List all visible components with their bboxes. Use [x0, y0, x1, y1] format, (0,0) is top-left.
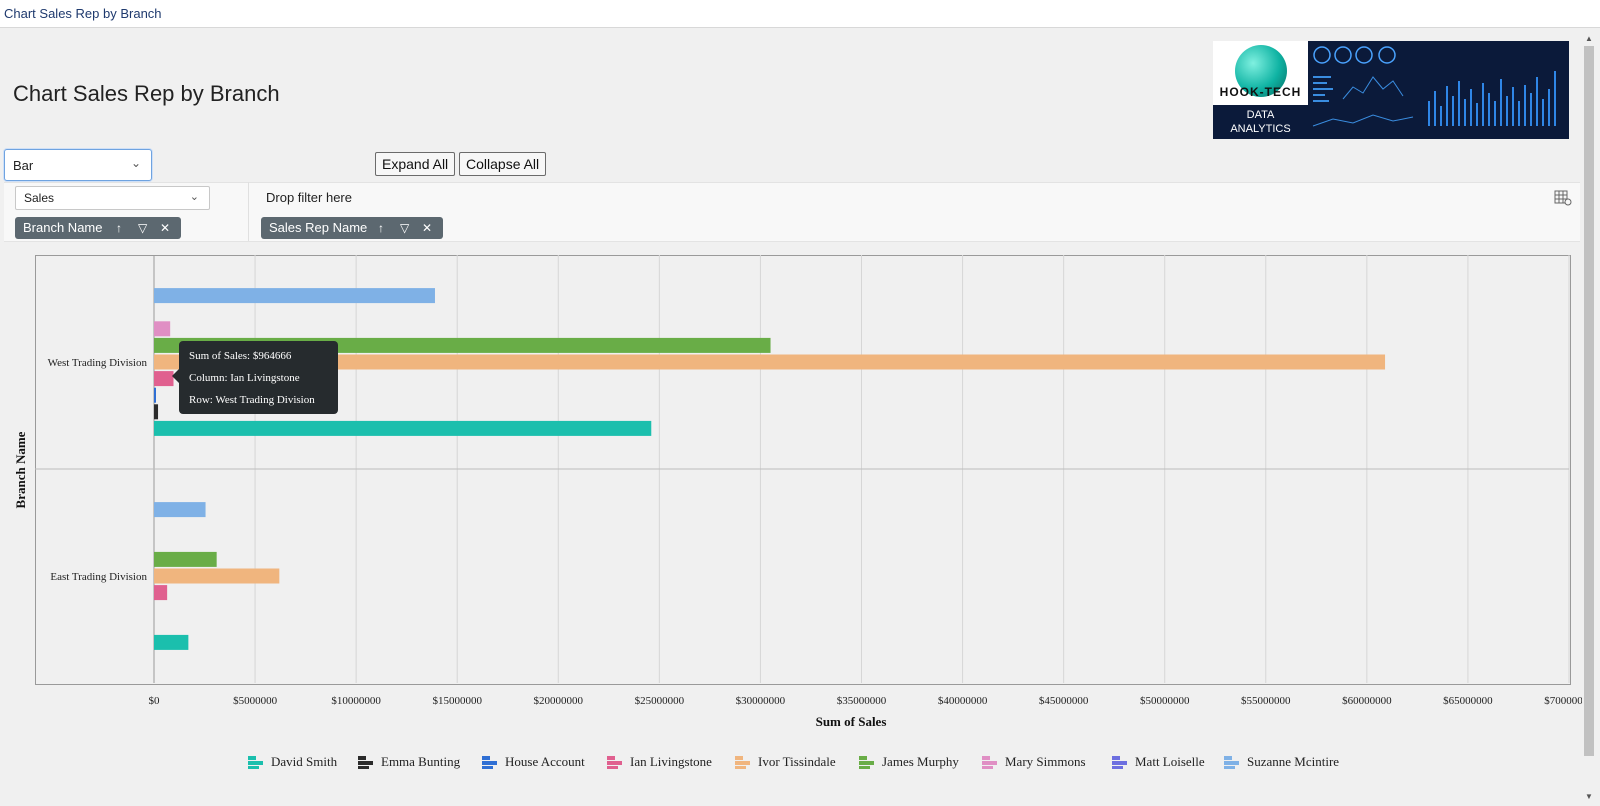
- logo-brand-text: HOOK-TECH: [1219, 85, 1302, 99]
- scrollbar-thumb[interactable]: [1584, 46, 1594, 756]
- window-titlebar: Chart Sales Rep by Branch: [0, 0, 1600, 28]
- row-field-pill[interactable]: Branch Name ↑ ▽ ✕: [15, 217, 181, 239]
- logo-tagline: DATA ANALYTICS: [1213, 105, 1308, 139]
- close-icon[interactable]: ✕: [160, 221, 171, 235]
- legend-label: David Smith: [271, 754, 338, 769]
- legend-swatch-icon: [607, 756, 622, 769]
- scroll-down-icon[interactable]: ▼: [1585, 792, 1593, 801]
- globe-icon: [1235, 45, 1287, 97]
- filter-icon[interactable]: ▽: [400, 221, 410, 235]
- pivot-axis-row: [4, 211, 1580, 242]
- column-field-pill[interactable]: Sales Rep Name ↑ ▽ ✕: [261, 217, 443, 239]
- filter-icon[interactable]: ▽: [138, 221, 148, 235]
- chart-tooltip: Sum of Sales: $964666 Column: Ian Living…: [172, 341, 338, 414]
- legend-label: Matt Loiselle: [1135, 754, 1205, 769]
- legend-label: Mary Simmons: [1005, 754, 1086, 769]
- dashboard-graphic-icon: [1312, 46, 1556, 127]
- expand-all-button[interactable]: Expand All: [375, 152, 456, 176]
- tooltip-row: Row: West Trading Division: [189, 394, 315, 406]
- page-title: Chart Sales Rep by Branch: [13, 81, 280, 106]
- legend-swatch-icon: [982, 756, 997, 769]
- brand-logo: HOOK-TECH DATA ANALYTICS: [1213, 41, 1569, 139]
- legend-swatch-icon: [358, 756, 373, 769]
- legend-label: Ivor Tissindale: [758, 754, 836, 769]
- chart-plot-frame: [35, 255, 1571, 685]
- value-field-select[interactable]: Sales ⌄: [15, 186, 210, 210]
- row-field-label: Branch Name: [23, 220, 103, 235]
- vertical-scrollbar[interactable]: ▲ ▼: [1582, 32, 1596, 806]
- pivot-toolbar: [4, 182, 1580, 213]
- legend-swatch-icon: [248, 756, 263, 769]
- chart-type-select[interactable]: Bar ⌄: [4, 149, 152, 181]
- chevron-down-icon: ⌄: [130, 156, 141, 170]
- legend-label: James Murphy: [882, 754, 959, 769]
- sort-ascending-icon[interactable]: ↑: [116, 221, 122, 235]
- sort-ascending-icon[interactable]: ↑: [378, 221, 384, 235]
- legend-swatch-icon: [1224, 756, 1239, 769]
- collapse-all-button[interactable]: Collapse All: [459, 152, 547, 176]
- legend-swatch-icon: [859, 756, 874, 769]
- filter-drop-zone[interactable]: Drop filter here: [266, 190, 352, 205]
- close-icon[interactable]: ✕: [422, 221, 433, 235]
- value-field-value: Sales: [24, 191, 55, 205]
- chart-type-value: Bar: [13, 158, 34, 173]
- pivot-divider: [248, 182, 249, 241]
- scroll-up-icon[interactable]: ▲: [1585, 34, 1593, 43]
- legend-label: House Account: [505, 754, 585, 769]
- window-title: Chart Sales Rep by Branch: [4, 6, 162, 21]
- legend-swatch-icon: [735, 756, 750, 769]
- tooltip-value: Sum of Sales: $964666: [189, 350, 292, 362]
- legend-label: Suzanne Mcintire: [1247, 754, 1340, 769]
- grid-settings-icon[interactable]: [1554, 190, 1572, 206]
- legend-label: Emma Bunting: [381, 754, 461, 769]
- chevron-down-icon: ⌄: [189, 191, 199, 203]
- legend-label: Ian Livingstone: [630, 754, 712, 769]
- tooltip-column: Column: Ian Livingstone: [189, 372, 300, 384]
- logo-mark: HOOK-TECH DATA ANALYTICS: [1213, 41, 1308, 139]
- column-field-label: Sales Rep Name: [269, 220, 368, 235]
- legend-swatch-icon: [1112, 756, 1127, 769]
- legend-swatch-icon: [482, 756, 497, 769]
